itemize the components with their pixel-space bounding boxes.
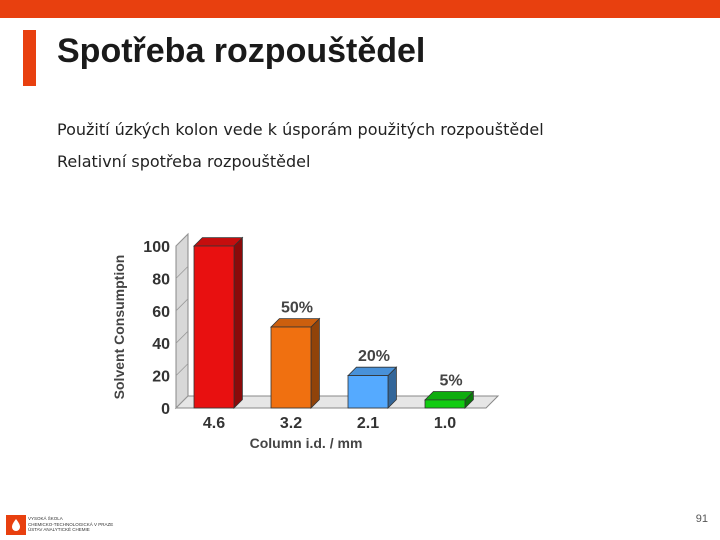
x-tick-label: 4.6 <box>203 415 225 432</box>
solvent-consumption-chart: 0 20 40 60 80 100 Solvent Consumption 4.6 50% 3.2… <box>90 213 534 458</box>
y-gridline <box>175 298 189 312</box>
y-axis-label: Solvent Consumption <box>111 255 127 400</box>
y-tick-label: 40 <box>152 336 170 353</box>
bar <box>347 375 389 409</box>
y-gridline <box>175 363 189 376</box>
bar <box>424 399 466 409</box>
x-tick-label: 2.1 <box>357 415 379 432</box>
bar-data-label: 5% <box>439 373 462 390</box>
y-tick-label: 100 <box>143 239 170 256</box>
x-tick-label: 1.0 <box>434 415 456 432</box>
bar-top <box>424 391 475 401</box>
y-tick-label: 80 <box>152 271 170 288</box>
bar-data-label: 20% <box>358 348 390 365</box>
bar-top <box>270 318 321 328</box>
top-accent-bar <box>0 0 720 18</box>
x-axis-label: Column i.d. / mm <box>250 435 363 451</box>
bar-top <box>193 237 244 247</box>
y-gridline <box>175 395 189 409</box>
footer-line-1: Vysoká škola <box>28 516 63 521</box>
chart-left-wall <box>175 232 189 410</box>
page-number: 91 <box>695 513 708 525</box>
slide-title: Spotřeba rozpouštědel <box>57 32 426 70</box>
y-gridline <box>175 233 189 247</box>
chart-svg: 0 20 40 60 80 100 Solvent Consumption 4.6 50% 3.2… <box>111 232 500 451</box>
footer-line-2: chemicko-technologická v Praze <box>28 521 114 527</box>
body-line-1: Použití úzkých kolon vede k úsporám použ… <box>57 120 544 139</box>
bar-side <box>310 317 320 409</box>
bar-side <box>233 236 243 409</box>
footer-line-3: Ústav analytické chemie <box>28 527 90 532</box>
university-logo-icon <box>6 515 26 535</box>
footer-institution: Vysoká škola chemicko-technologická v Pr… <box>28 516 113 533</box>
y-tick-label: 0 <box>161 401 170 418</box>
x-tick-label: 3.2 <box>280 415 302 432</box>
title-accent-bar <box>23 30 36 86</box>
bar-top <box>347 366 398 377</box>
body-line-2: Relativní spotřeba rozpouštědel <box>57 152 311 171</box>
y-gridline <box>175 330 189 344</box>
bar-data-label: 50% <box>281 300 313 317</box>
y-gridline <box>175 266 189 279</box>
bar <box>193 245 235 409</box>
bar <box>270 326 312 409</box>
y-tick-label: 60 <box>152 304 170 321</box>
y-tick-label: 20 <box>152 369 170 386</box>
